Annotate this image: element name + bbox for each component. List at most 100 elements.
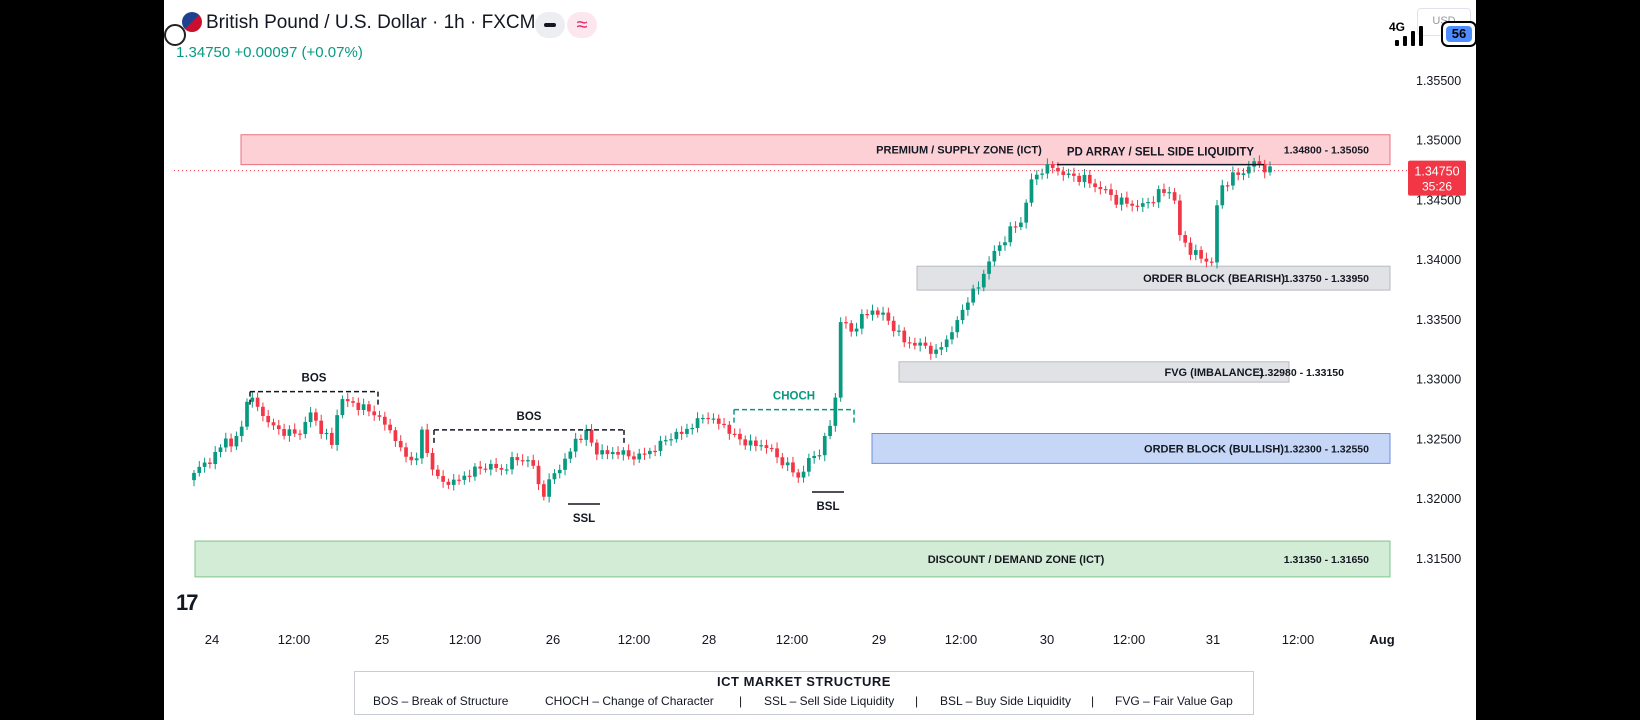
candle xyxy=(822,436,827,456)
x-tick-label: 12:00 xyxy=(278,632,311,647)
candle xyxy=(987,261,991,274)
candle xyxy=(1162,189,1166,193)
candle xyxy=(308,412,313,423)
candle xyxy=(329,432,334,445)
candle xyxy=(807,458,811,472)
zone-range-label: 1.32300 - 1.32550 xyxy=(1284,443,1369,455)
candle xyxy=(483,468,488,470)
x-tick-label: 12:00 xyxy=(1282,632,1315,647)
y-tick-label: 1.34500 xyxy=(1416,193,1461,207)
candle xyxy=(568,451,573,459)
candle xyxy=(425,429,430,453)
candle xyxy=(775,448,779,458)
candle xyxy=(621,450,626,455)
candle xyxy=(700,417,705,420)
candle xyxy=(573,438,578,452)
x-tick-label: 12:00 xyxy=(449,632,482,647)
candle xyxy=(1130,203,1135,206)
candle xyxy=(420,429,424,459)
candle xyxy=(1066,173,1071,175)
candle xyxy=(1178,200,1182,236)
candle xyxy=(971,288,976,303)
candle xyxy=(1050,164,1055,168)
price-change: 1.34750 +0.00097 (+0.07%) xyxy=(176,44,363,61)
candle xyxy=(1193,250,1198,255)
candle xyxy=(1220,185,1225,206)
candle xyxy=(1167,192,1172,194)
candle xyxy=(626,450,631,457)
candle xyxy=(1262,164,1267,173)
candle xyxy=(1125,197,1129,204)
zone-range-label: 1.32980 - 1.33150 xyxy=(1259,367,1344,379)
price-tag-value: 1.34750 xyxy=(1414,165,1459,179)
candle xyxy=(669,439,673,441)
candle xyxy=(1119,197,1124,205)
legend-item: SSL – Sell Side Liquidity xyxy=(764,694,895,708)
candle xyxy=(1003,242,1007,246)
candle xyxy=(478,466,483,469)
candle xyxy=(1215,205,1219,263)
candle xyxy=(838,322,843,398)
candle xyxy=(202,462,207,467)
candle xyxy=(637,453,642,460)
candle xyxy=(435,469,440,477)
candle xyxy=(706,417,711,420)
candle xyxy=(844,322,848,324)
signal-icon xyxy=(1387,26,1431,46)
candle xyxy=(1082,174,1087,182)
candle xyxy=(828,425,832,437)
x-tick-label: 30 xyxy=(1040,632,1054,647)
candle xyxy=(398,441,403,448)
candle xyxy=(239,426,244,436)
candle xyxy=(287,429,292,436)
candle xyxy=(1204,258,1209,262)
candle xyxy=(642,453,647,455)
candle xyxy=(870,310,875,315)
candle xyxy=(356,402,361,411)
candle xyxy=(446,481,451,485)
candle xyxy=(1024,202,1029,223)
candle xyxy=(743,439,748,446)
candle xyxy=(616,451,620,455)
candle xyxy=(981,273,986,288)
candle xyxy=(891,320,896,332)
candle xyxy=(589,429,594,443)
candle xyxy=(218,447,223,453)
candle xyxy=(557,469,562,474)
candle xyxy=(292,429,297,434)
candle xyxy=(345,399,350,402)
candle xyxy=(632,456,636,460)
candle xyxy=(213,452,218,464)
candle xyxy=(594,442,599,455)
candle xyxy=(1257,161,1262,165)
minus-icon[interactable] xyxy=(535,12,565,38)
candle xyxy=(732,433,737,436)
candle xyxy=(812,455,817,459)
candle xyxy=(764,445,769,448)
candle xyxy=(785,462,790,466)
candle xyxy=(457,479,461,481)
candle xyxy=(1246,166,1251,174)
candle xyxy=(1087,174,1092,184)
legend-item: FVG – Fair Value Gap xyxy=(1115,694,1233,708)
candle xyxy=(653,450,657,453)
candle xyxy=(769,447,774,450)
annotation-label: SSL xyxy=(573,513,595,525)
x-tick-label: 26 xyxy=(546,632,560,647)
candle xyxy=(801,471,806,478)
candle xyxy=(314,412,318,421)
candlestick-chart[interactable]: PREMIUM / SUPPLY ZONE (ICT) 1.34800 - 1.3… xyxy=(164,0,1476,660)
flag-icon xyxy=(182,12,202,32)
wave-icon[interactable]: ≈ xyxy=(567,12,597,38)
candle xyxy=(881,312,885,315)
candle xyxy=(780,457,785,466)
candle xyxy=(441,476,445,482)
candle xyxy=(1209,261,1214,263)
x-tick-label: 31 xyxy=(1206,632,1220,647)
symbol-title[interactable]: British Pound / U.S. Dollar · 1h · FXCM xyxy=(206,12,536,33)
candle xyxy=(276,425,281,430)
battery-level: 56 xyxy=(1446,26,1472,42)
candle xyxy=(944,339,949,348)
annotation-label: BOS xyxy=(517,411,542,423)
annotation-label: CHOCH xyxy=(773,391,815,403)
